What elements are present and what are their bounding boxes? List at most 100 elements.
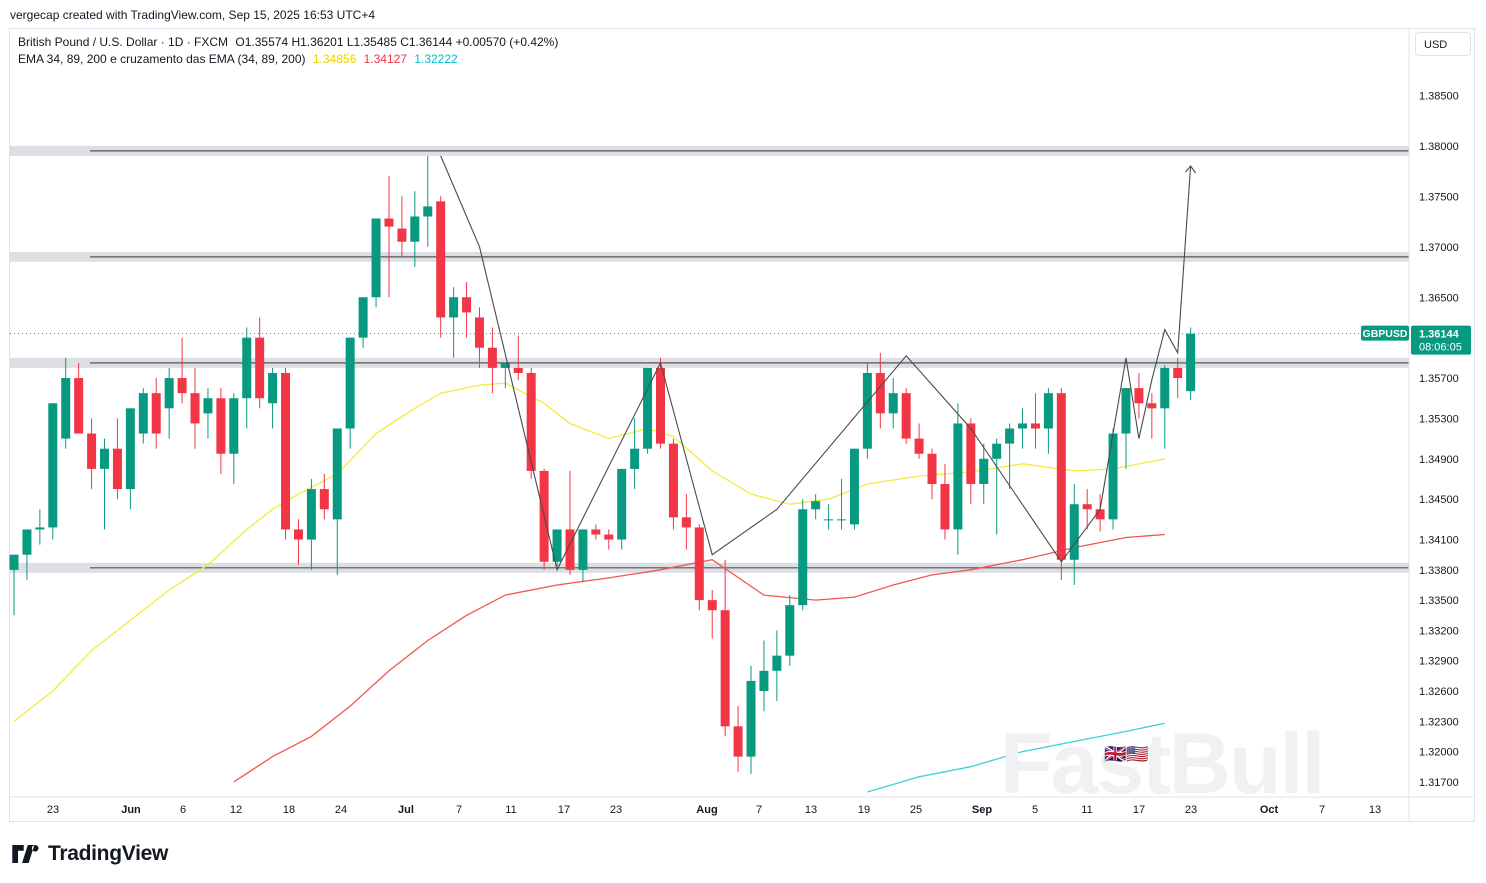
- price-tick-label: 1.32300: [1419, 716, 1459, 728]
- candle-up: [578, 529, 588, 570]
- candle-up: [332, 428, 342, 520]
- event-flags-icon[interactable]: 🇬🇧🇺🇸: [1104, 744, 1149, 764]
- ohlc-values: O1.35574 H1.36201 L1.35485 C1.36144 +0.0…: [235, 35, 559, 49]
- candle-up: [100, 448, 110, 469]
- candle-up: [849, 448, 859, 525]
- candle-down: [281, 372, 291, 530]
- candle-up: [242, 337, 252, 399]
- candle-up: [306, 489, 316, 540]
- price-tick-label: 1.33200: [1419, 625, 1459, 637]
- chart-frame: [9, 28, 1475, 822]
- candle-down: [668, 443, 678, 518]
- candle-down: [474, 317, 484, 348]
- indicator-name: EMA 34, 89, 200 e cruzamento das EMA (34…: [18, 52, 306, 66]
- time-tick-label: 11: [1081, 804, 1092, 816]
- candle-up: [617, 468, 627, 540]
- time-tick-label: 24: [335, 804, 347, 816]
- candle-down: [255, 337, 265, 399]
- candle-down: [707, 600, 717, 611]
- indicator-legend[interactable]: EMA 34, 89, 200 e cruzamento das EMA (34…: [18, 52, 462, 66]
- candle-up: [229, 398, 239, 454]
- symbol-name: British Pound / U.S. Dollar · 1D · FXCM: [18, 35, 229, 49]
- ema-line: [867, 722, 1165, 793]
- candle-up: [759, 670, 769, 691]
- candle-down: [591, 529, 601, 535]
- time-tick-label: 7: [1319, 804, 1325, 816]
- price-tick-label: 1.34500: [1419, 494, 1459, 506]
- ema-line: [233, 533, 1165, 783]
- ema-lines: [13, 382, 1165, 793]
- brand-name: TradingView: [48, 842, 169, 865]
- price-tick-label: 1.33500: [1419, 595, 1459, 607]
- candles: [9, 155, 1409, 774]
- candle-down: [487, 347, 497, 368]
- candle-up: [746, 680, 756, 757]
- candle-down: [694, 527, 704, 601]
- time-tick-label: Sep: [972, 804, 992, 816]
- price-tick-label: 1.32000: [1419, 747, 1459, 759]
- candle-up: [992, 443, 1002, 459]
- candle-up: [35, 527, 45, 530]
- candle-down: [112, 448, 122, 490]
- candle-up: [1160, 367, 1170, 409]
- candle-up: [449, 297, 459, 318]
- price-tick-label: 1.38500: [1419, 90, 1459, 102]
- candle-down: [513, 367, 523, 373]
- candle-up: [1069, 504, 1079, 560]
- ema-line: [13, 382, 1165, 722]
- currency-button[interactable]: USD: [1415, 32, 1471, 56]
- tradingview-logo[interactable]: TradingView: [12, 842, 168, 866]
- time-tick-label: 23: [47, 804, 59, 816]
- current-price-label: 1.36144: [1419, 329, 1460, 341]
- candle-up: [203, 398, 213, 414]
- candle-up: [837, 519, 847, 521]
- time-tick-label: 23: [610, 804, 622, 816]
- tradingview-logo-icon: [12, 845, 39, 863]
- price-axis: 1.38500 1.38000 1.37500 1.37000 1.36500 1.357…: [1361, 28, 1471, 822]
- ema34-value: 1.34856: [312, 52, 357, 66]
- candle-up: [798, 509, 808, 606]
- candle-up: [1121, 388, 1131, 434]
- time-tick-label: 7: [756, 804, 762, 816]
- candle-down: [733, 726, 743, 757]
- candle-down: [87, 433, 97, 469]
- arrowhead: [1185, 165, 1197, 174]
- ema89-value: 1.34127: [363, 52, 407, 66]
- candle-down: [1056, 393, 1066, 560]
- candle-up: [164, 378, 174, 409]
- time-tick-label: 17: [1133, 804, 1145, 816]
- time-tick-label: 25: [910, 804, 922, 816]
- time-tick-label: 23: [1185, 804, 1197, 816]
- candle-up: [979, 458, 989, 485]
- candle-up: [811, 501, 821, 510]
- time-tick-label: 13: [1369, 804, 1381, 816]
- time-tick-label: 11: [505, 804, 516, 816]
- candle-down: [190, 393, 200, 424]
- candle-up: [22, 529, 32, 555]
- candle-up: [1005, 428, 1015, 444]
- time-tick-label: 17: [558, 804, 570, 816]
- candle-down: [397, 228, 407, 242]
- candle-down: [293, 529, 303, 540]
- price-tick-label: 1.36500: [1419, 292, 1459, 304]
- price-tick-label: 1.32600: [1419, 686, 1459, 698]
- time-tick-label: Aug: [696, 804, 717, 816]
- price-tick-label: 1.35300: [1419, 413, 1459, 425]
- price-tick-label: 1.32900: [1419, 656, 1459, 668]
- candle-up: [953, 423, 963, 530]
- candle-down: [875, 372, 885, 414]
- candle-down: [177, 378, 187, 394]
- time-tick-label: 13: [805, 804, 817, 816]
- candle-up: [1043, 393, 1053, 429]
- candle-up: [410, 216, 420, 242]
- candle-down: [565, 529, 575, 570]
- candle-down: [681, 517, 691, 528]
- symbol-legend[interactable]: British Pound / U.S. Dollar · 1D · FXCM …: [18, 35, 562, 49]
- candle-up: [138, 393, 148, 434]
- candle-up: [785, 605, 795, 656]
- candle-down: [74, 378, 84, 434]
- candle-up: [1186, 333, 1196, 392]
- countdown-label: 08:06:05: [1419, 342, 1462, 354]
- time-tick-label: 6: [180, 804, 186, 816]
